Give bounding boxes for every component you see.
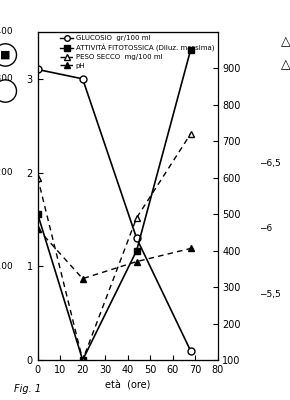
Text: ■: ■: [0, 50, 11, 60]
X-axis label: età  (ore): età (ore): [105, 380, 150, 390]
Text: −6,5: −6,5: [259, 159, 281, 168]
Text: O: O: [0, 48, 11, 62]
Text: −100: −100: [0, 262, 13, 271]
Text: △: △: [281, 35, 290, 48]
Text: O: O: [0, 84, 11, 98]
Text: −6: −6: [259, 224, 272, 233]
Legend: GLUCOSIO  gr/100 ml, ATTIVITÀ FITOTOSSICA (Diluz. massima), PESO SECCO  mg/100 m: GLUCOSIO gr/100 ml, ATTIVITÀ FITOTOSSICA…: [60, 36, 214, 69]
Text: −300: −300: [0, 74, 13, 83]
Text: −5,5: −5,5: [259, 290, 281, 299]
Text: −200: −200: [0, 168, 13, 177]
Text: △: △: [281, 58, 290, 71]
Text: Fig. 1: Fig. 1: [14, 384, 42, 394]
Text: −400: −400: [0, 28, 13, 36]
